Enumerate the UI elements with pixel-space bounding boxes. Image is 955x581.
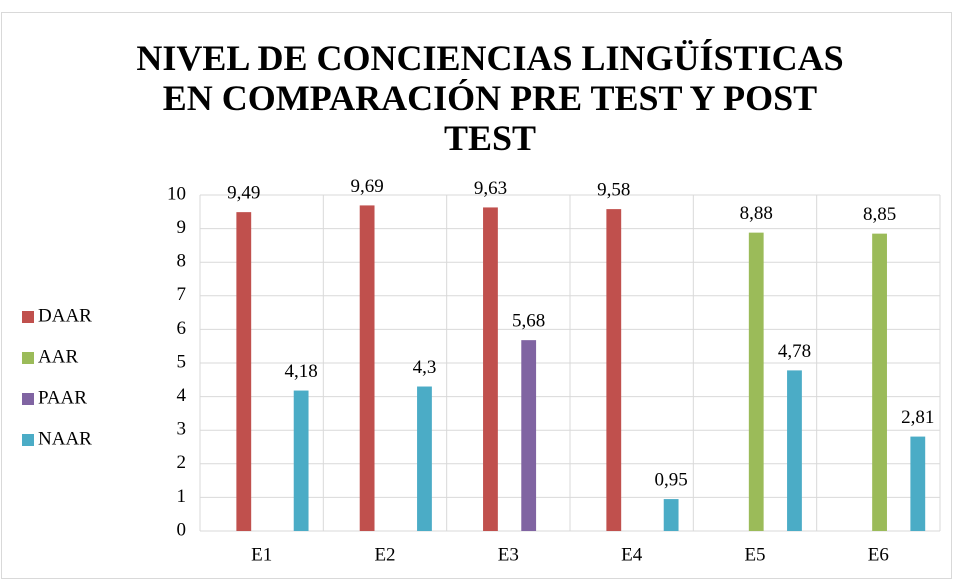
legend-swatch (22, 434, 34, 446)
x-tick-label: E5 (744, 544, 765, 565)
data-label: 9,69 (350, 176, 383, 197)
data-label: 4,3 (413, 357, 437, 378)
bar (872, 233, 887, 531)
y-tick-label: 0 (177, 519, 187, 540)
y-tick-label: 3 (177, 419, 187, 440)
legend-swatch (22, 352, 34, 364)
legend-label: DAAR (38, 305, 92, 326)
bar (483, 207, 498, 531)
data-label: 9,63 (474, 178, 507, 199)
data-label: 8,85 (863, 204, 896, 225)
chart-title: NIVEL DE CONCIENCIAS LINGÜÍSTICAS EN COM… (136, 38, 844, 158)
bar (521, 340, 537, 531)
bar (910, 436, 926, 531)
legend-swatch (22, 311, 34, 323)
data-label: 9,49 (227, 182, 260, 203)
y-tick-label: 7 (177, 284, 187, 305)
x-tick-label: E4 (621, 544, 643, 565)
data-label: 8,88 (740, 203, 773, 224)
legend-label: NAAR (38, 428, 92, 449)
bar (787, 370, 802, 531)
legend-swatch (22, 393, 34, 405)
bar (293, 390, 309, 531)
y-tick-label: 10 (167, 183, 186, 204)
y-tick-label: 1 (177, 486, 187, 507)
y-tick-label: 6 (177, 318, 187, 339)
data-label: 9,58 (597, 179, 630, 200)
y-tick-label: 4 (177, 385, 187, 406)
bar (663, 499, 679, 531)
data-label: 0,95 (655, 469, 688, 490)
legend-label: PAAR (38, 387, 87, 408)
y-tick-label: 9 (177, 217, 187, 238)
data-label: 4,78 (778, 341, 811, 362)
bar (748, 232, 764, 531)
x-tick-label: E2 (374, 544, 395, 565)
legend-label: AAR (38, 346, 78, 367)
bar (606, 209, 622, 531)
x-tick-label: E6 (868, 544, 889, 565)
y-tick-label: 2 (177, 452, 187, 473)
chart-frame (1, 12, 952, 579)
data-label: 2,81 (901, 407, 934, 428)
data-label: 5,68 (512, 311, 545, 332)
y-tick-label: 8 (177, 251, 187, 272)
x-tick-label: E3 (498, 544, 519, 565)
bar (236, 212, 252, 532)
x-tick-label: E1 (251, 544, 272, 565)
data-label: 4,18 (285, 361, 318, 382)
y-tick-label: 5 (177, 351, 187, 372)
bar (359, 205, 375, 531)
bar (417, 386, 432, 531)
